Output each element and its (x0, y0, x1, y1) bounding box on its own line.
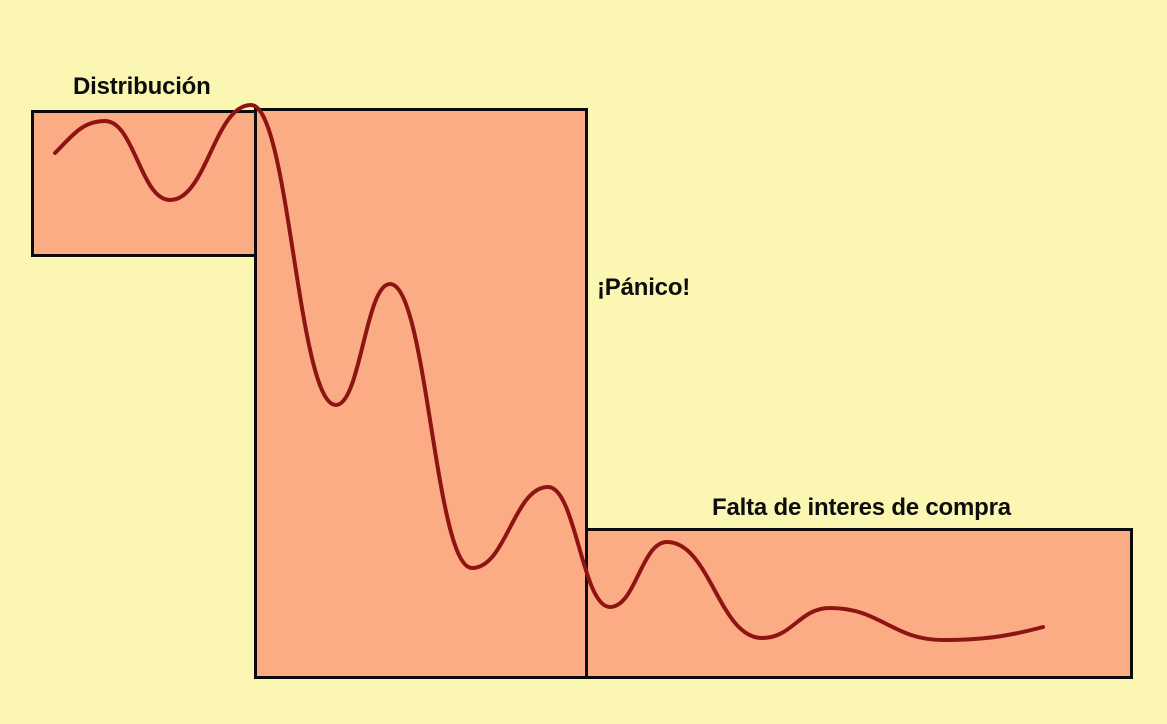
distribution-label: Distribución (73, 73, 211, 100)
panic-label: ¡Pánico! (597, 274, 691, 301)
panic-box (254, 108, 588, 679)
no-buying-interest-label: Falta de interes de compra (712, 494, 1011, 521)
distribution-box (31, 110, 257, 257)
no-buying-interest-box (585, 528, 1133, 679)
